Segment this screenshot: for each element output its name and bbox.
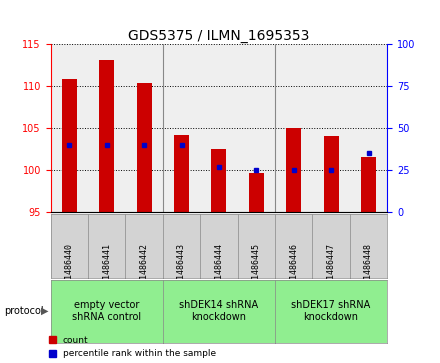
Bar (163, 44, 200, 212)
Text: GSM1486441: GSM1486441 (102, 243, 111, 293)
Bar (238, 44, 275, 212)
Bar (88, 44, 125, 212)
Bar (174, 135, 189, 212)
Bar (99, 60, 114, 212)
Bar (286, 128, 301, 212)
Bar (200, 44, 238, 212)
Text: GSM1486446: GSM1486446 (289, 243, 298, 293)
Text: GSM1486444: GSM1486444 (214, 243, 224, 293)
Bar (211, 149, 226, 212)
Text: GSM1486442: GSM1486442 (139, 243, 149, 293)
Text: GSM1486447: GSM1486447 (326, 243, 336, 293)
Text: empty vector
shRNA control: empty vector shRNA control (72, 301, 141, 322)
Text: GSM1486440: GSM1486440 (65, 243, 74, 293)
Bar (51, 44, 88, 212)
Bar (323, 136, 339, 212)
Text: GSM1486443: GSM1486443 (177, 243, 186, 293)
Text: ▶: ▶ (41, 306, 48, 316)
Title: GDS5375 / ILMN_1695353: GDS5375 / ILMN_1695353 (128, 29, 310, 42)
Bar (275, 44, 312, 212)
Bar (136, 83, 151, 212)
Bar (361, 158, 376, 212)
Text: shDEK17 shRNA
knockdown: shDEK17 shRNA knockdown (291, 301, 371, 322)
Text: shDEK14 shRNA
knockdown: shDEK14 shRNA knockdown (180, 301, 258, 322)
Bar (62, 79, 77, 212)
Bar (350, 44, 387, 212)
Bar (249, 173, 264, 212)
Legend: count, percentile rank within the sample: count, percentile rank within the sample (48, 336, 216, 359)
Text: protocol: protocol (4, 306, 44, 316)
Text: GSM1486445: GSM1486445 (252, 243, 261, 293)
Bar (125, 44, 163, 212)
Text: GSM1486448: GSM1486448 (364, 243, 373, 293)
Bar (312, 44, 350, 212)
